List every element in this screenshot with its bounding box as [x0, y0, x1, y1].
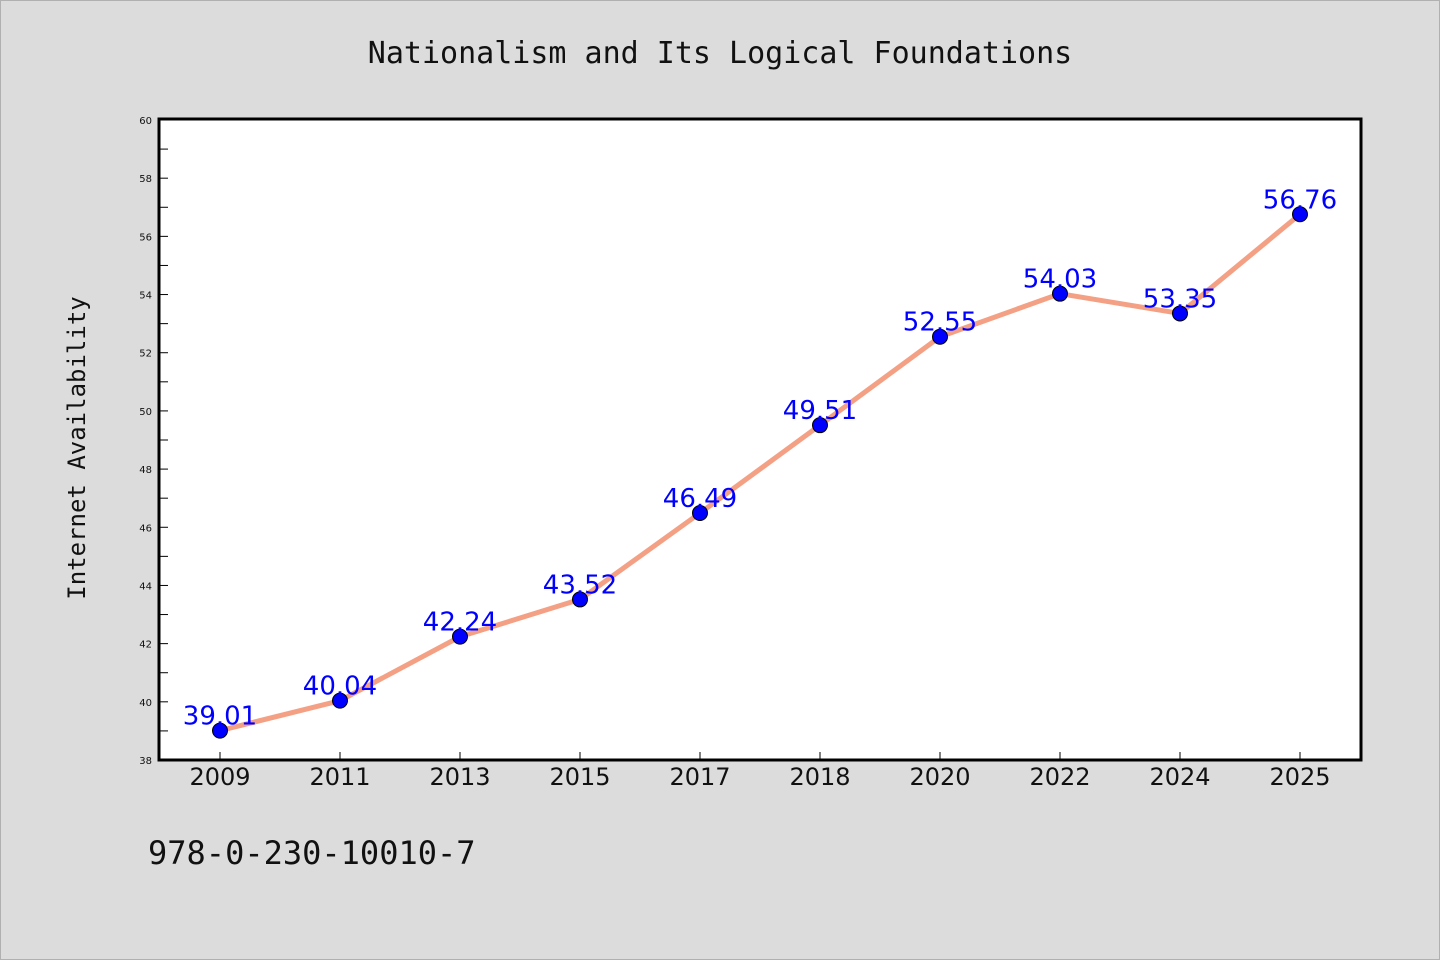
data-point	[572, 591, 588, 608]
x-tick-label: 2024	[1149, 763, 1210, 791]
y-tick-label: 60	[139, 116, 152, 127]
data-point	[692, 505, 708, 522]
data-label: 49.51	[783, 396, 857, 426]
x-tick-label: 2009	[189, 763, 250, 791]
x-axis: 2009 2011 2013 2015 2017 2018 2020 2022 2024 2025	[189, 752, 1331, 791]
y-tick-label: 54	[139, 291, 152, 302]
x-tick-label: 2022	[1029, 763, 1090, 791]
y-axis-label: Internet Availability	[63, 296, 91, 599]
data-point	[1172, 305, 1188, 322]
y-tick-label: 46	[139, 523, 152, 534]
y-tick-label: 52	[139, 349, 152, 360]
plot-area	[157, 117, 1363, 762]
data-point	[452, 628, 468, 645]
y-tick-label: 56	[139, 232, 152, 243]
y-tick-label: 44	[139, 581, 152, 592]
data-point	[812, 417, 828, 434]
x-tick-label: 2018	[789, 763, 850, 791]
data-point	[932, 328, 948, 345]
data-point	[1292, 206, 1308, 223]
chart-title: Nationalism and Its Logical Foundations	[368, 36, 1072, 71]
data-point	[1052, 285, 1068, 302]
y-tick-label: 38	[139, 756, 152, 767]
data-label: 40.04	[303, 672, 377, 702]
data-point	[332, 692, 348, 709]
x-tick-label: 2020	[909, 763, 970, 791]
x-tick-label: 2025	[1269, 763, 1330, 791]
data-labels: 39.01 40.04 42.24 43.52 46.49 49.51 52.55 54.03…	[183, 185, 1337, 731]
data-label: 52.55	[903, 308, 977, 338]
x-tick-label: 2017	[669, 763, 730, 791]
data-label: 53.35	[1143, 284, 1217, 314]
y-axis: 38 40 42 44 46 48 50 52 54 56 58 60	[139, 116, 168, 767]
y-tick-label: 40	[139, 698, 152, 709]
x-tick-label: 2013	[429, 763, 490, 791]
series-layer	[212, 206, 1308, 739]
isbn-text: 978-0-230-10010-7	[148, 834, 476, 872]
y-tick-label: 58	[139, 174, 152, 185]
data-label: 46.49	[663, 484, 737, 514]
data-label: 54.03	[1023, 265, 1097, 295]
series-line	[217, 211, 1303, 734]
data-point	[212, 722, 228, 739]
x-tick-label: 2011	[309, 763, 370, 791]
data-label: 42.24	[423, 608, 497, 638]
y-tick-label: 50	[139, 407, 152, 418]
x-tick-label: 2015	[549, 763, 610, 791]
data-label: 39.01	[183, 702, 257, 732]
data-label: 56.76	[1263, 185, 1337, 215]
data-label: 43.52	[543, 570, 617, 600]
y-tick-label: 48	[139, 465, 152, 476]
y-tick-label: 42	[139, 640, 152, 651]
